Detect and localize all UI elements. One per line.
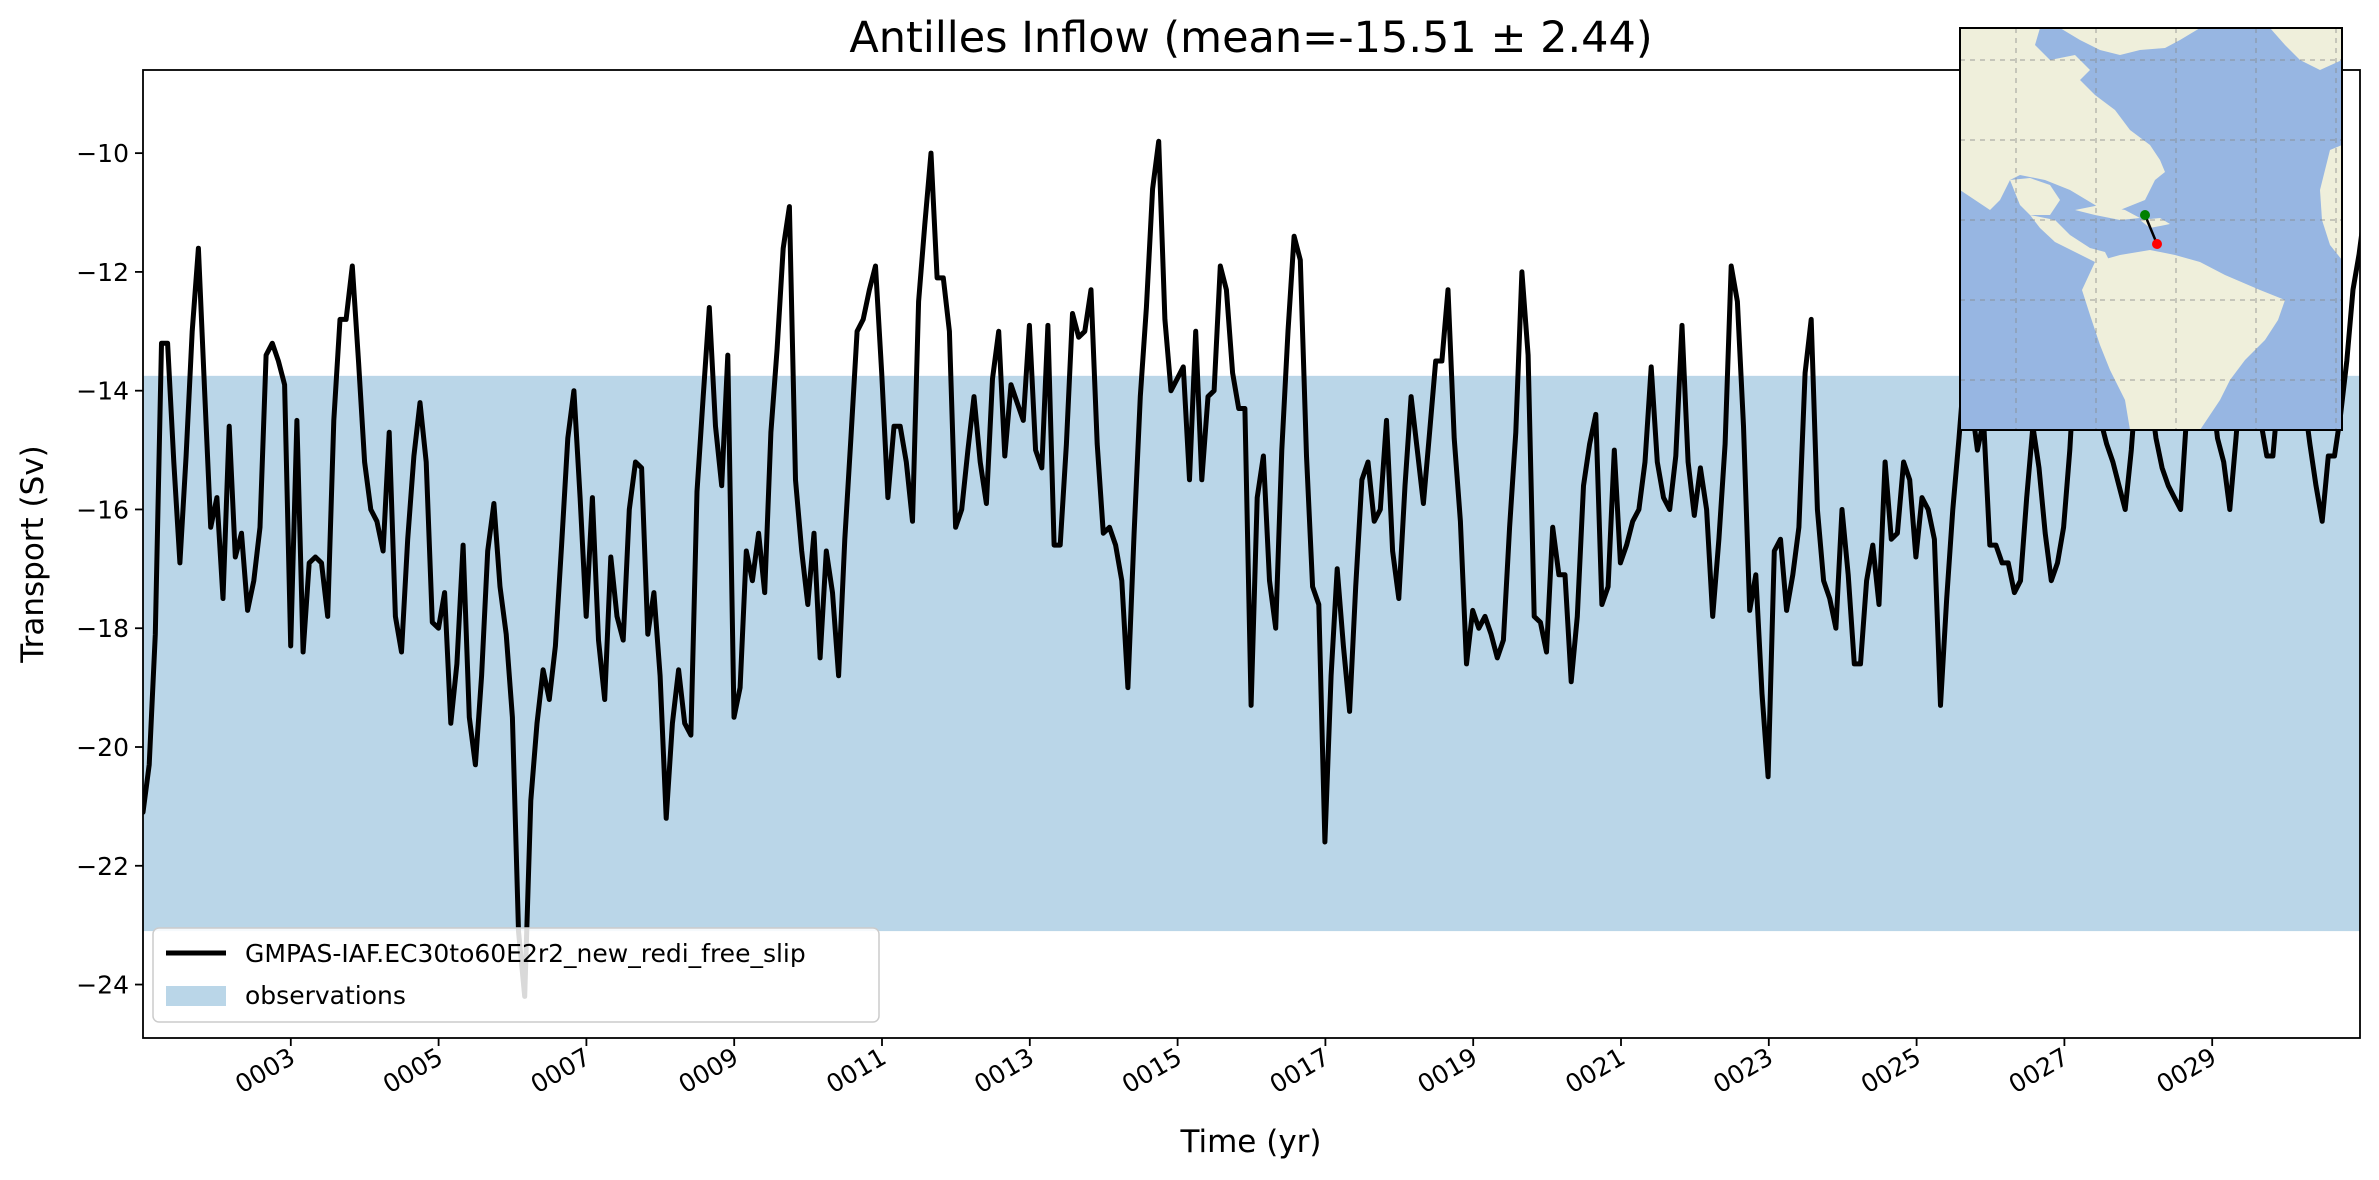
x-tick-label: 0009 [674,1042,744,1099]
y-axis-label: Transport (Sv) [15,445,51,664]
y-tick-label: −12 [76,258,129,287]
y-tick-label: −20 [76,733,129,762]
y-axis: −24 −22 −20 −18 −16 −14 −12 −10 [76,139,143,1000]
map-section-end-point [2152,239,2162,249]
chart-title: Antilles Inflow (mean=-15.51 ± 2.44) [849,13,1652,63]
x-axis-label: Time (yr) [1180,1124,1322,1160]
x-tick-label: 0015 [1117,1042,1187,1099]
map-cuba [2075,205,2140,220]
x-tick-label: 0029 [2152,1042,2222,1099]
inset-map [1959,27,2343,431]
y-tick-label: −10 [76,139,129,168]
x-tick-label: 0013 [969,1042,1039,1099]
x-tick-label: 0021 [1560,1042,1630,1099]
inset-map-frame [1959,27,2343,431]
x-tick-label: 0011 [821,1042,891,1099]
map-section-start-point [2140,210,2150,220]
legend-frame [152,927,880,1023]
map-central-america [2030,215,2110,262]
y-tick-label: −16 [76,495,129,524]
x-tick-label: 0007 [526,1042,596,1099]
x-tick-label: 0017 [1265,1042,1335,1099]
x-tick-label: 0003 [230,1042,300,1099]
map-gridlines [1960,28,2342,430]
x-tick-label: 0019 [1413,1042,1483,1099]
map-north-america [1960,28,2165,215]
map-yucatan [2010,178,2060,215]
legend-label-series: GMPAS-IAF.EC30to60E2r2_new_redi_free_sli… [245,939,806,968]
y-tick-label: −14 [76,377,129,406]
legend-band-swatch [166,986,226,1006]
axes-frame [142,69,2361,1039]
map-south-america [2082,250,2285,430]
legend: GMPAS-IAF.EC30to60E2r2_new_redi_free_sli… [152,927,880,1023]
x-tick-label: 0005 [378,1042,448,1099]
y-tick-label: −18 [76,614,129,643]
legend-label-observations: observations [245,981,406,1010]
x-tick-label: 0023 [1708,1042,1778,1099]
y-tick-label: −22 [76,852,129,881]
x-tick-label: 0025 [1856,1042,1926,1099]
x-tick-label: 0027 [2004,1042,2074,1099]
plot-area [143,138,2360,999]
map-section-line [2143,214,2159,245]
y-tick-label: −24 [76,971,129,1000]
map-northeast [2060,28,2200,55]
x-axis: 0003 0005 0007 0009 0011 0013 0015 0017 0019 0021… [230,1038,2221,1099]
